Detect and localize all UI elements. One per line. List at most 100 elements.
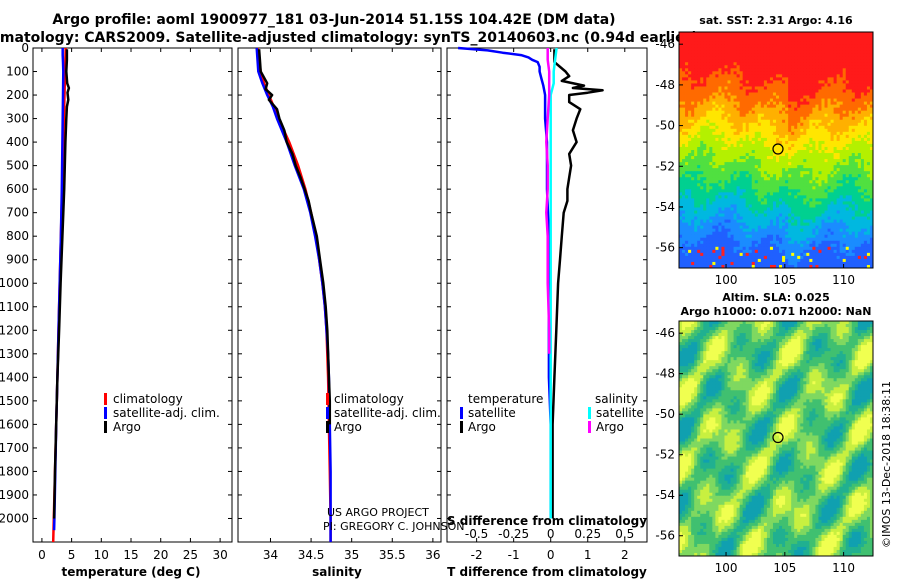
map-cell [803, 62, 807, 66]
map-cell [697, 228, 701, 233]
map-cell [815, 207, 819, 211]
map-cell [712, 171, 716, 175]
map-cell [754, 122, 759, 127]
map-cell [706, 50, 710, 54]
map-cell [712, 53, 716, 57]
map-cell [754, 104, 759, 109]
map-cell [679, 62, 683, 66]
map-cell [830, 207, 834, 211]
map-cell [782, 162, 786, 166]
map-cell [712, 77, 716, 81]
map-cell [715, 119, 719, 124]
map-cell [772, 89, 777, 93]
map-cell [718, 113, 722, 118]
map-cell [779, 180, 783, 184]
map-cell [766, 192, 771, 196]
map-cell [769, 159, 774, 163]
map-cell [748, 146, 753, 151]
map-cell [694, 195, 698, 199]
map-cell [836, 252, 841, 257]
map-cell [739, 174, 744, 178]
sst-heatmap [679, 32, 874, 269]
map-cell [779, 219, 783, 224]
map-cell [857, 140, 862, 145]
map-cell [709, 171, 713, 175]
map-cell [791, 32, 795, 36]
map-cell [751, 171, 756, 175]
map-cell [724, 92, 728, 96]
map-cell [857, 150, 862, 154]
map-cell [709, 210, 713, 214]
map-cell [824, 153, 828, 157]
map-cell [682, 128, 686, 133]
map-cell [763, 162, 768, 166]
map-cell [748, 113, 753, 118]
map-cell [779, 140, 783, 145]
map-cell [772, 119, 777, 124]
map-cell [748, 62, 753, 66]
map-cell [706, 134, 710, 139]
map-cell [797, 125, 801, 130]
map-cell [754, 177, 759, 181]
map-cell [748, 168, 753, 172]
map-cell [857, 222, 862, 227]
map-cell [857, 165, 862, 169]
map-cell [866, 92, 871, 96]
map-cell [839, 189, 844, 193]
map-cell [824, 83, 828, 87]
map-cell [733, 186, 737, 190]
map-cell [688, 252, 692, 257]
map-cell [833, 146, 838, 151]
map-cell [812, 62, 816, 66]
map-cell [685, 53, 689, 57]
map-cell [803, 50, 807, 54]
map-cell [842, 47, 847, 51]
map-cell [769, 165, 774, 169]
map-cell [797, 95, 801, 99]
map-cell [818, 122, 822, 127]
map-cell [766, 53, 771, 57]
map-cell [779, 32, 783, 36]
map-cell [797, 101, 801, 106]
map-cell [751, 125, 756, 130]
map-cell [766, 249, 771, 254]
map-cell [724, 122, 728, 127]
map-cell [794, 107, 798, 112]
map-cell [788, 47, 792, 51]
map-cell [836, 113, 841, 118]
map-cell [815, 41, 819, 45]
map-cell [788, 174, 792, 178]
map-cell [751, 77, 756, 81]
map-cell [833, 104, 838, 109]
map-cell [824, 246, 828, 251]
map-cell [782, 207, 786, 211]
map-cell [757, 107, 762, 112]
map-cell [733, 41, 737, 45]
map-cell [818, 153, 822, 157]
map-cell [760, 98, 765, 102]
map-cell [700, 83, 704, 87]
map-cell [833, 243, 838, 248]
map-cell [718, 44, 722, 48]
map-cell [818, 104, 822, 109]
map-cell [754, 240, 759, 245]
map-cell [736, 153, 741, 157]
map-cell [809, 86, 813, 90]
map-cell [800, 65, 804, 69]
map-cell [706, 68, 710, 72]
map-cell [848, 137, 853, 142]
map-cell [869, 128, 874, 133]
map-cell [736, 159, 741, 163]
map-cell [818, 171, 822, 175]
map-cell [715, 110, 719, 115]
map-cell [754, 134, 759, 139]
depth-tick-label: 1600 [0, 417, 29, 431]
map-cell [833, 192, 838, 196]
map-cell [763, 92, 768, 96]
map-cell [827, 243, 831, 248]
map-cell [791, 113, 795, 118]
map-cell [866, 41, 871, 45]
map-cell [815, 168, 819, 172]
map-cell [730, 162, 734, 166]
map-cell [785, 122, 789, 127]
